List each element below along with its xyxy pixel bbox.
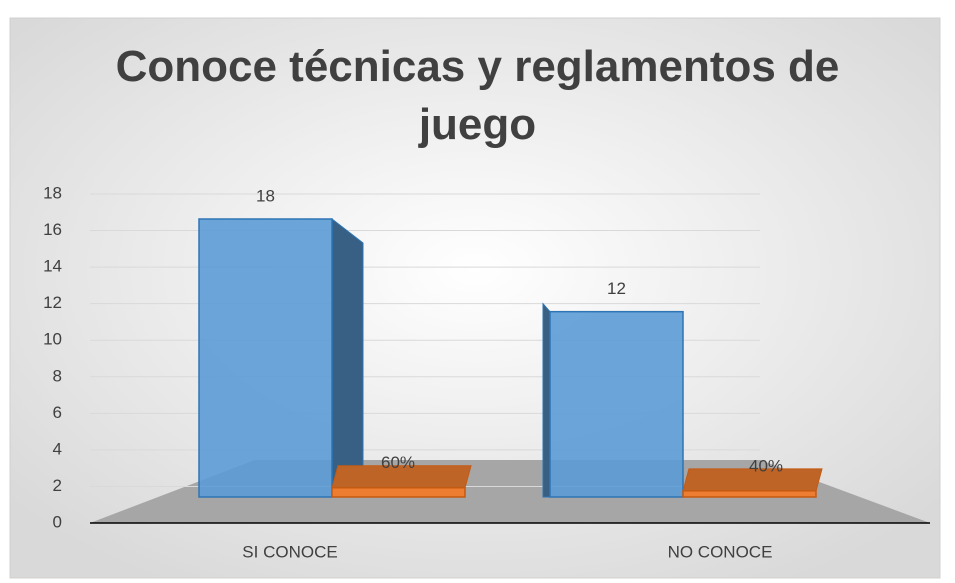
y-tick-label: 12 <box>43 293 62 312</box>
data-label: 40% <box>749 456 783 475</box>
bar-side <box>542 302 551 498</box>
y-tick-label: 10 <box>43 330 62 349</box>
y-tick-label: 4 <box>53 439 62 458</box>
y-tick-label: 2 <box>53 476 62 495</box>
y-tick-label: 18 <box>43 183 62 202</box>
data-label: 12 <box>607 279 626 298</box>
bar <box>331 486 466 498</box>
y-tick-label: 6 <box>53 403 62 422</box>
y-tick-label: 14 <box>43 257 62 276</box>
bar <box>198 218 333 498</box>
y-tick-label: 0 <box>53 512 62 531</box>
bar <box>682 490 817 498</box>
bar <box>549 310 684 498</box>
x-tick-label: NO CONOCE <box>668 542 773 561</box>
data-label: 18 <box>256 186 275 205</box>
bar-side <box>331 217 364 498</box>
chart-title: Conoce técnicas y reglamentos de juego <box>115 42 840 149</box>
y-tick-label: 8 <box>53 366 62 385</box>
y-tick-label: 16 <box>43 220 62 239</box>
data-label: 60% <box>381 453 415 472</box>
x-tick-label: SI CONOCE <box>242 542 337 561</box>
